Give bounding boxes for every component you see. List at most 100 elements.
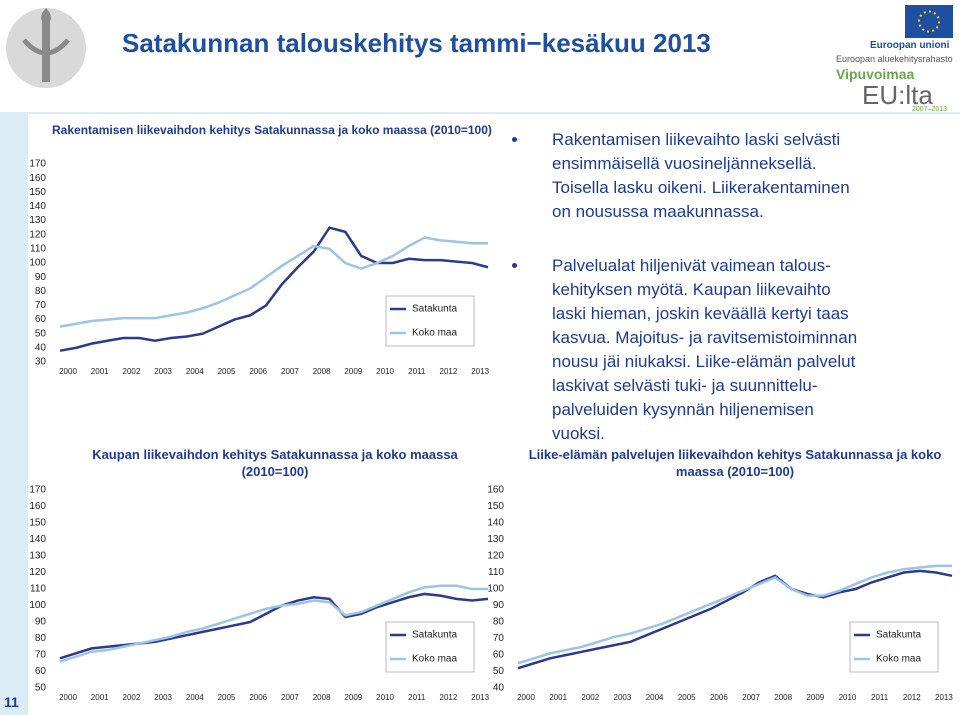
y-tick-label: 100 [29,600,46,611]
legend-label: Koko maa [412,654,457,665]
y-tick-label: 60 [35,314,47,325]
x-tick-label: 2010 [376,693,394,702]
y-tick-label: 90 [493,600,505,611]
x-tick-label: 2000 [517,693,535,702]
x-tick-label: 2004 [186,367,204,376]
y-tick-label: 90 [35,617,47,628]
legend-label: Koko maa [412,328,457,339]
bullet-line: kehityksen myötä. Kaupan liikevaihto [552,280,831,299]
x-tick-label: 2001 [91,693,109,702]
y-tick-label: 120 [29,229,46,240]
x-tick-label: 2002 [123,693,141,702]
bullet-line: laski hieman, joskin keväällä kertyi taa… [552,304,849,323]
chart-title: Rakentamisen liikevaihdon kehitys Sataku… [52,123,492,137]
y-tick-label: 170 [29,485,46,496]
x-tick-label: 2007 [281,367,299,376]
y-tick-label: 110 [30,243,46,254]
y-tick-label: 160 [29,501,46,512]
eu-fund: Euroopan aluekehitysrahasto [836,54,953,64]
y-tick-label: 150 [487,501,504,512]
y-tick-label: 150 [29,518,46,529]
university-logo [6,8,86,88]
y-tick-label: 70 [35,300,47,311]
y-tick-label: 150 [29,187,46,198]
y-tick-label: 90 [35,272,47,283]
y-tick-label: 40 [493,683,505,694]
x-tick-label: 2006 [249,693,267,702]
legend-label: Satakunta [412,304,457,315]
side-strip [0,114,28,715]
chart-title: Liike-elämän palvelujen liikevaihdon keh… [528,447,942,479]
y-tick-label: 130 [29,215,46,226]
bullet-dot [512,137,517,142]
y-tick-label: 130 [29,551,46,562]
y-tick-label: 160 [29,173,46,184]
y-tick-label: 70 [493,633,505,644]
x-tick-label: 2012 [903,693,921,702]
eu-org: Euroopan unioni [870,40,950,51]
eu-flag [905,5,953,38]
eu-slogan: Vipuvoimaa [836,66,915,82]
bullet-line: palveluiden kysynnän hiljenemisen [552,400,814,419]
x-tick-label: 2013 [471,367,489,376]
series-line [59,236,488,328]
y-tick-label: 50 [35,328,47,339]
legend-label: Koko maa [876,654,921,665]
bullet-line: laskivat selvästi tuki- ja suunnittelu- [552,376,818,395]
x-tick-label: 2000 [59,367,77,376]
x-tick-label: 2008 [313,693,331,702]
y-tick-label: 50 [493,666,505,677]
bullet-line: on nousussa maakunnassa. [552,202,764,221]
bullet-line: Palvelualat hiljenivät vaimean talous- [552,256,831,275]
x-tick-label: 2007 [742,693,760,702]
y-tick-label: 100 [487,584,504,595]
y-tick-label: 120 [487,551,504,562]
bullet: Rakentamisen liikevaihto laski selvästi e… [512,128,932,224]
series-line [59,584,488,663]
y-tick-label: 140 [487,518,504,529]
slide-title: Satakunnan talouskehitys tammi−kesäkuu 2… [122,28,711,58]
y-tick-label: 140 [29,201,46,212]
series-line [59,226,489,352]
y-tick-label: 160 [487,485,504,496]
x-tick-label: 2000 [59,693,77,702]
y-tick-label: 60 [493,650,505,661]
x-tick-label: 2005 [218,367,236,376]
legend-box [385,295,475,347]
x-tick-label: 2003 [154,367,172,376]
eu-period: 2007–2013 [912,106,948,113]
x-tick-label: 2006 [249,367,267,376]
bullet-dot [512,263,517,268]
x-tick-label: 2008 [313,367,331,376]
x-tick-label: 2009 [344,367,362,376]
series-line [517,569,953,670]
bullet-line: kasvua. Majoitus- ja ravitsemistoiminnan [552,328,858,347]
y-tick-label: 110 [30,584,46,595]
legend-label: Satakunta [412,630,457,641]
y-tick-label: 40 [35,342,47,353]
y-tick-label: 130 [487,534,504,545]
x-tick-label: 2006 [710,693,728,702]
y-tick-label: 80 [493,617,505,628]
series-line [517,564,952,665]
eu-slogan-2: EU:lta [862,80,933,110]
x-tick-label: 2011 [408,367,426,376]
bullet-line: ensimmäisellä vuosineljänneksellä. [552,154,817,173]
x-tick-label: 2001 [91,367,109,376]
x-tick-label: 2002 [581,693,599,702]
x-tick-label: 2013 [935,693,953,702]
x-tick-label: 2007 [281,693,299,702]
y-tick-label: 140 [29,534,46,545]
x-tick-label: 2013 [471,693,489,702]
bullet-line: Rakentamisen liikevaihto laski selvästi [552,130,841,149]
x-tick-label: 2011 [871,693,889,702]
y-tick-label: 120 [29,567,46,578]
x-tick-label: 2002 [123,367,141,376]
page-number: 11 [4,694,19,710]
x-tick-label: 2010 [376,367,394,376]
y-tick-label: 70 [35,650,47,661]
bullet: Palvelualat hiljenivät vaimean talous-ke… [512,254,932,446]
x-tick-label: 2009 [344,693,362,702]
